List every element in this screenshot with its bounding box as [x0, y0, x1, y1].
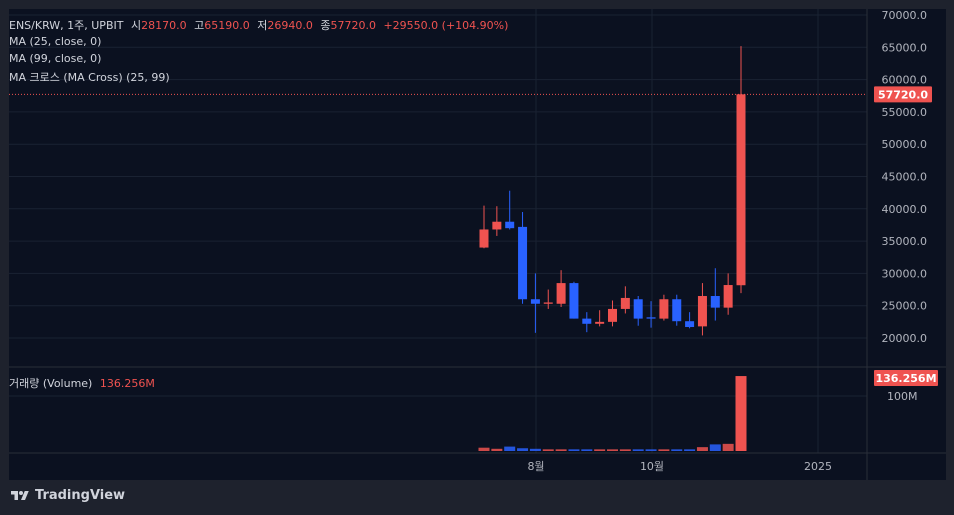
time-tick-label: 2025: [804, 460, 832, 473]
volume-bar[interactable]: [709, 444, 721, 451]
candle-body[interactable]: [723, 285, 733, 308]
price-tick-label: 30000.0: [882, 267, 928, 280]
open-label: 시: [130, 19, 142, 32]
price-tick-label: 60000.0: [882, 74, 928, 87]
volume-bar[interactable]: [684, 449, 696, 451]
ma25-label: MA (25, close, 0): [9, 35, 102, 48]
close-label: 종: [320, 19, 331, 32]
candle-body[interactable]: [659, 299, 669, 319]
candle-body[interactable]: [697, 296, 707, 327]
last-price-label: 57720.0: [878, 88, 928, 101]
price-tick-label: 50000.0: [882, 138, 928, 151]
last-volume-badge: [874, 370, 938, 386]
tradingview-footer[interactable]: TradingView: [10, 488, 125, 503]
volume-legend[interactable]: 거래량 (Volume) 136.256M: [9, 375, 159, 391]
candle-body[interactable]: [672, 299, 682, 322]
open-value: 28170.0: [141, 19, 187, 32]
candle-body[interactable]: [710, 296, 720, 308]
price-tick-label: 70000.0: [882, 9, 928, 22]
candle-body[interactable]: [492, 221, 502, 230]
volume-bar[interactable]: [555, 449, 567, 451]
candle-body[interactable]: [633, 299, 643, 319]
volume-tick-label: 100M: [887, 390, 918, 403]
candle-body[interactable]: [479, 229, 489, 248]
volume-bar[interactable]: [581, 449, 593, 451]
candle-body[interactable]: [518, 226, 528, 300]
tradingview-logo-icon: [11, 490, 29, 500]
price-tick-label: 35000.0: [882, 235, 928, 248]
volume-value: 136.256M: [99, 377, 155, 390]
price-tick-label: 55000.0: [882, 106, 928, 119]
volume-bar[interactable]: [607, 449, 618, 451]
last-price-badge: [874, 86, 932, 103]
volume-bar[interactable]: [568, 449, 580, 451]
price-tick-label: 45000.0: [882, 171, 928, 184]
volume-bar[interactable]: [517, 448, 529, 451]
volume-bar[interactable]: [722, 443, 734, 451]
close-value: 57720.0: [330, 19, 376, 32]
volume-bar[interactable]: [658, 449, 670, 451]
volume-bar[interactable]: [594, 449, 606, 451]
volume-bar[interactable]: [696, 447, 708, 451]
candle-body[interactable]: [620, 297, 630, 309]
candle-body[interactable]: [595, 321, 605, 324]
symbol-title: ENS/KRW, 1주, UPBIT: [9, 19, 124, 32]
ma99-label: MA (99, close, 0): [9, 52, 102, 65]
candle-body[interactable]: [582, 318, 592, 324]
ma25-legend[interactable]: MA (25, close, 0): [9, 35, 105, 48]
candle-body[interactable]: [646, 317, 656, 319]
price-tick-label: 25000.0: [882, 300, 928, 313]
brand-name: TradingView: [35, 488, 126, 503]
candle-body[interactable]: [556, 283, 566, 304]
price-volume-chart[interactable]: 20000.0 25000.0 30000.0 35000.0 40000.0 45000…: [9, 9, 946, 480]
volume-bar[interactable]: [542, 449, 554, 451]
price-tick-label: 40000.0: [882, 203, 928, 216]
low-value: 26940.0: [267, 19, 313, 32]
candle-body[interactable]: [608, 308, 617, 322]
volume-bar[interactable]: [671, 449, 683, 451]
ma-cross-legend[interactable]: MA 크로스 (MA Cross) (25, 99): [9, 69, 174, 85]
price-tick-label: 20000.0: [882, 332, 928, 345]
high-label: 고: [194, 19, 205, 32]
volume-bar[interactable]: [491, 448, 503, 451]
volume-bar[interactable]: [478, 447, 490, 451]
change-value: +29550.0 (+104.90%): [383, 19, 509, 32]
high-value: 65190.0: [204, 19, 250, 32]
volume-bar[interactable]: [632, 449, 644, 451]
price-tick-label: 65000.0: [882, 41, 928, 54]
candle-body[interactable]: [685, 321, 695, 328]
volume-bar[interactable]: [504, 446, 516, 451]
candle-body[interactable]: [530, 299, 540, 304]
volume-label: 거래량 (Volume): [9, 377, 93, 390]
time-tick-label: 8월: [527, 460, 544, 473]
ma99-legend[interactable]: MA (99, close, 0): [9, 52, 105, 65]
chart-panel[interactable]: 20000.0 25000.0 30000.0 35000.0 40000.0 45000…: [9, 9, 946, 480]
candle-body[interactable]: [569, 283, 579, 319]
candle-body[interactable]: [543, 302, 553, 304]
ma-cross-label: MA 크로스 (MA Cross) (25, 99): [9, 71, 170, 84]
low-label: 저: [257, 19, 268, 32]
time-tick-label: 10월: [640, 460, 664, 473]
candle-body[interactable]: [505, 221, 515, 229]
volume-bar[interactable]: [529, 448, 541, 451]
volume-bar[interactable]: [735, 376, 747, 451]
symbol-legend: ENS/KRW, 1주, UPBIT 시28170.0 고65190.0 저26…: [9, 17, 512, 33]
volume-bar[interactable]: [619, 449, 631, 451]
volume-bar[interactable]: [645, 449, 657, 451]
candle-body[interactable]: [736, 94, 746, 286]
last-volume-label: 136.256M: [875, 372, 936, 385]
